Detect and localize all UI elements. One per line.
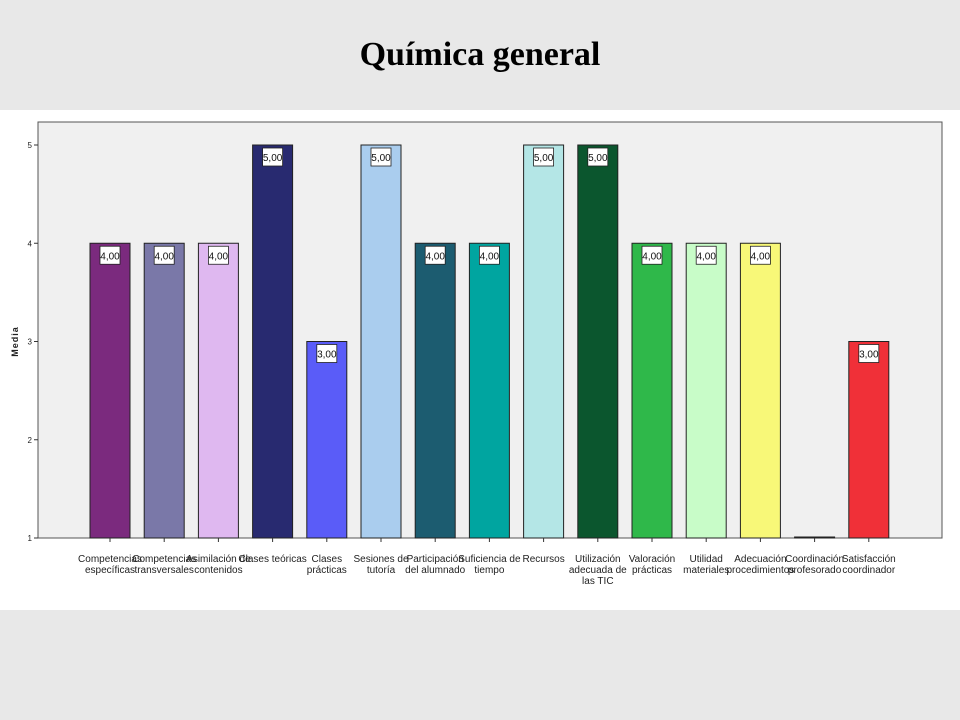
data-label: 4,00: [209, 251, 229, 262]
bar-chart: 1 2 3 4 5 Media 4,00 Competencias específicas 4,0…: [10, 121, 943, 587]
data-label-box: [262, 147, 284, 167]
bar-5: [306, 341, 348, 539]
data-label: 5,00: [371, 153, 391, 164]
data-label: 5,00: [534, 153, 554, 164]
category-label: Utilidad materiales: [683, 554, 729, 576]
category-label: Asimilación de contenidos: [186, 554, 251, 576]
data-label: 4,00: [751, 251, 771, 262]
category-label: Clases prácticas: [307, 554, 347, 576]
data-label-box: [858, 344, 880, 363]
data-label-box: [424, 245, 446, 265]
y-tick-label: 5: [28, 141, 33, 150]
bar-6: [360, 144, 402, 539]
data-label-box: [641, 245, 663, 265]
category-label: Utilización adecuada de las TIC: [569, 554, 627, 587]
bar-13: [739, 242, 781, 539]
category-label: Suficiencia de tiempo: [458, 554, 521, 576]
category-label: Valoración prácticas: [629, 554, 676, 576]
chart-panel: 1 2 3 4 5 Media 4,00 Competencias específicas 4,0…: [0, 110, 960, 610]
bar-7: [414, 242, 456, 539]
data-label: 3,00: [859, 350, 879, 361]
category-label: Competencias transversales: [132, 554, 196, 576]
category-label: Recursos: [522, 554, 564, 565]
data-label-box: [370, 147, 392, 167]
data-label: 5,00: [263, 153, 283, 164]
data-label-box: [695, 245, 717, 265]
bar-15: [848, 341, 890, 539]
category-label: Participación del alumnado: [405, 554, 465, 576]
data-label-box: [153, 245, 175, 265]
data-label: 4,00: [696, 251, 716, 262]
bar-14: [794, 536, 836, 539]
data-label: 4,00: [100, 251, 120, 262]
y-tick-label: 3: [28, 338, 33, 347]
category-label: Sesiones de tutoría: [353, 554, 408, 576]
data-label: 3,00: [317, 350, 337, 361]
data-label-box: [99, 245, 121, 265]
y-tick-label: 4: [28, 239, 33, 248]
bar-9: [523, 144, 565, 539]
data-label: 4,00: [154, 251, 174, 262]
category-label: Clases teóricas: [238, 554, 306, 565]
data-label-box: [587, 147, 609, 167]
bar-4: [252, 144, 294, 539]
data-label: 4,00: [425, 251, 445, 262]
data-label-box: [533, 147, 554, 167]
data-label-box: [316, 344, 338, 363]
category-label: Competencias específicas: [78, 554, 142, 576]
data-label-box: [750, 245, 771, 265]
data-label-box: [207, 245, 229, 265]
data-label-box: [478, 245, 500, 265]
data-label: 5,00: [588, 153, 608, 164]
bar-2: [143, 242, 185, 539]
category-label: Satisfacción coordinador: [842, 554, 896, 576]
bar-12: [685, 242, 727, 539]
data-label: 4,00: [642, 251, 662, 262]
bar-3: [197, 242, 239, 539]
y-tick-label: 1: [28, 534, 33, 543]
y-axis-label: Media: [10, 326, 20, 357]
slide-title: Química general: [359, 36, 601, 73]
bar-10: [577, 144, 619, 539]
category-label: Adecuación procedimientos: [726, 554, 794, 576]
bar-8: [468, 242, 510, 539]
category-label: Coordinación profesorado: [785, 554, 844, 576]
bar-11: [631, 242, 673, 539]
y-tick-label: 2: [28, 436, 33, 445]
bar-1: [89, 242, 131, 539]
data-label: 4,00: [480, 251, 500, 262]
